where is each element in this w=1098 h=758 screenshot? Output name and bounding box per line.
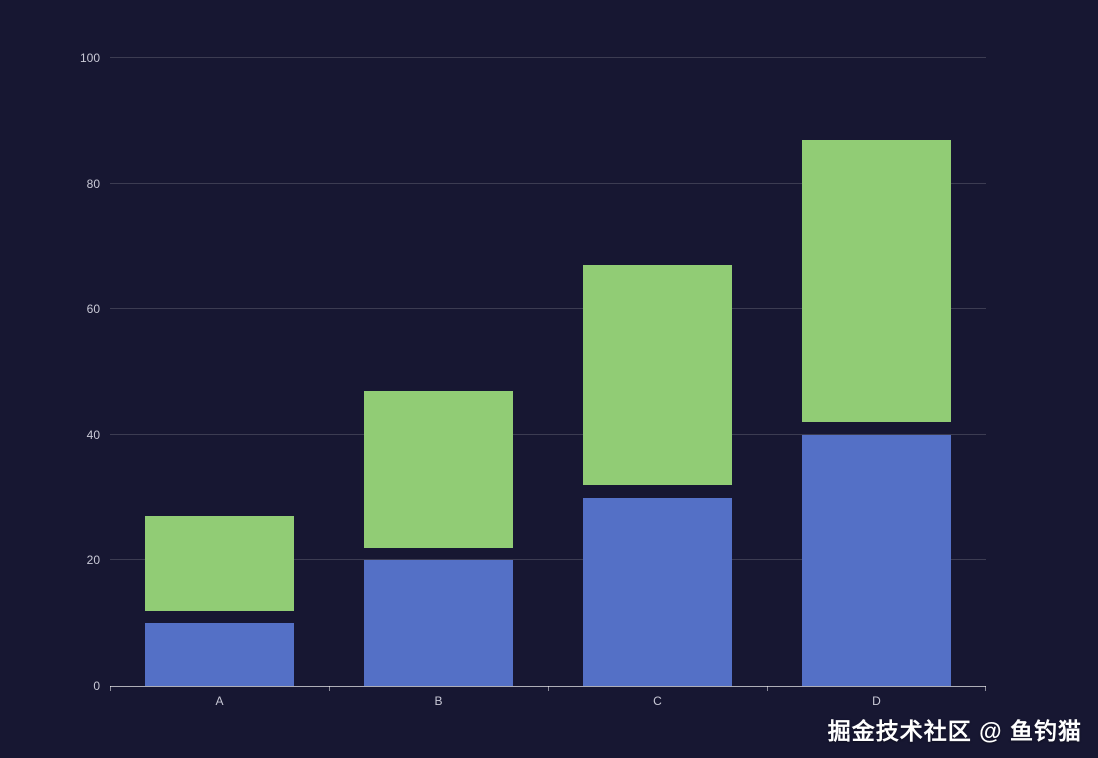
bar-c-blue-segment xyxy=(583,497,732,686)
y-axis-tick-label-0: 0 xyxy=(93,679,100,693)
x-axis-category-label-d: D xyxy=(872,694,881,708)
x-axis-category-label-b: B xyxy=(434,694,443,708)
x-axis-tick xyxy=(110,686,111,691)
y-axis-tick-label-40: 40 xyxy=(86,427,100,442)
y-axis-tick-label-20: 20 xyxy=(86,553,100,568)
bar-a-green-segment xyxy=(145,516,294,611)
gridline-100 xyxy=(110,57,986,58)
plot-area: 0 20 40 60 80 100 A B C D xyxy=(80,52,986,707)
y-axis-tick-label-60: 60 xyxy=(86,302,100,317)
x-axis-category-label-c: C xyxy=(653,694,662,708)
bar-d-green-segment xyxy=(802,139,951,423)
x-axis-category-label-a: A xyxy=(215,694,224,708)
x-axis-tick xyxy=(548,686,549,691)
bar-b-green-segment xyxy=(364,390,513,548)
watermark-text: 掘金技术社区 @ 鱼钓猫 xyxy=(827,718,1082,744)
x-axis-tick xyxy=(329,686,330,691)
x-axis-tick xyxy=(767,686,768,691)
y-axis-tick-label-100: 100 xyxy=(79,51,100,65)
bar-c-green-segment xyxy=(583,265,732,486)
y-axis-tick-label-80: 80 xyxy=(86,176,100,191)
bar-d-blue-segment xyxy=(802,434,951,686)
x-axis-tick xyxy=(985,686,986,691)
bar-a-blue-segment xyxy=(145,623,294,686)
bar-b-blue-segment xyxy=(364,560,513,686)
